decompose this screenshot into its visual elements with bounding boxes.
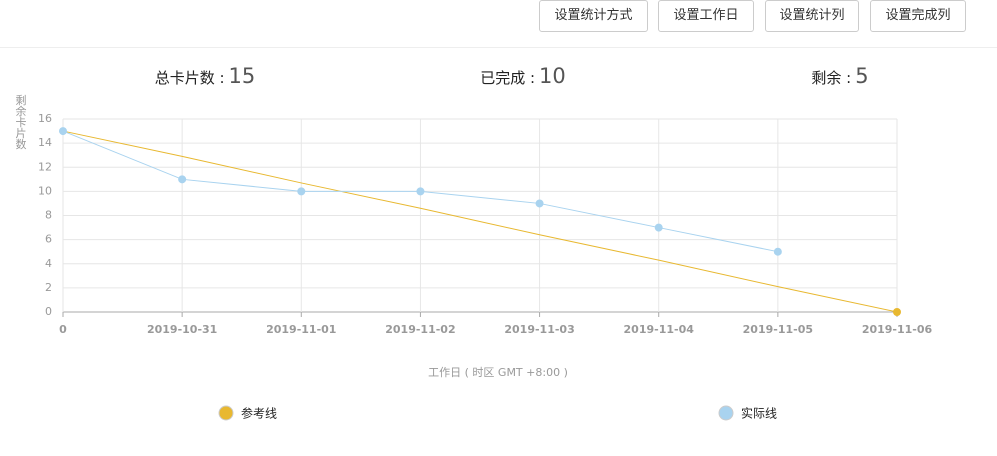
point (535, 199, 544, 208)
y-tick-label: 10 (38, 184, 52, 197)
y-axis-label: 余 (16, 104, 27, 118)
x-tick-label: 2019-11-03 (504, 323, 574, 336)
point (416, 187, 425, 196)
point (59, 127, 67, 136)
stat-label: 已完成 : (480, 69, 536, 87)
stat: 已完成 :10 (480, 64, 566, 88)
button[interactable]: 设置统计方式 (539, 0, 648, 32)
x-axis-label: 工作日 ( 时区 GMT +8:00 ) (428, 366, 568, 379)
y-tick-label: 16 (38, 112, 52, 125)
button[interactable]: 设置工作日 (658, 0, 754, 32)
stat: 总卡片数 :15 (155, 64, 256, 88)
y-tick-label: 4 (45, 257, 52, 270)
point (893, 308, 901, 316)
series-line (62, 130, 898, 313)
y-axis-label: 卡 (16, 116, 27, 129)
x-tick-label: 0 (59, 323, 67, 336)
button[interactable]: 设置统计列 (765, 0, 859, 32)
stat: 剩余 :5 (811, 64, 868, 88)
x-tick-label: 2019-11-02 (385, 323, 455, 336)
stat-label: 总卡片数 : (154, 69, 225, 87)
legend-label: 实际线 (741, 406, 777, 421)
x-tick-label: 2019-11-06 (862, 323, 933, 336)
divider (0, 47, 997, 48)
y-tick-label: 2 (45, 281, 52, 294)
y-tick-label: 0 (45, 305, 52, 318)
button[interactable]: 设置完成列 (870, 0, 966, 32)
stat-value: 5 (855, 64, 869, 88)
stat-value: 10 (539, 64, 566, 88)
legend-swatch (718, 405, 734, 421)
point (773, 247, 782, 256)
stat-label: 剩余 : (811, 69, 852, 87)
y-axis-label: 数 (16, 138, 27, 151)
legend-swatch (218, 405, 234, 421)
y-tick-label: 8 (45, 209, 52, 222)
y-tick-label: 12 (38, 160, 52, 173)
y-tick-label: 6 (45, 233, 52, 246)
stat-value: 15 (228, 64, 256, 88)
y-tick-label: 14 (38, 136, 52, 149)
y-axis-label: 片 (16, 127, 27, 140)
y-axis-label: 剩 (16, 94, 27, 107)
x-tick-label: 2019-10-31 (147, 323, 217, 336)
point (297, 187, 306, 196)
point (178, 175, 187, 184)
x-tick-label: 2019-11-04 (624, 323, 695, 336)
x-tick-label: 2019-11-05 (743, 323, 813, 336)
x-tick-label: 2019-11-01 (266, 323, 336, 336)
point (654, 223, 663, 232)
legend-label: 参考线 (241, 406, 277, 421)
